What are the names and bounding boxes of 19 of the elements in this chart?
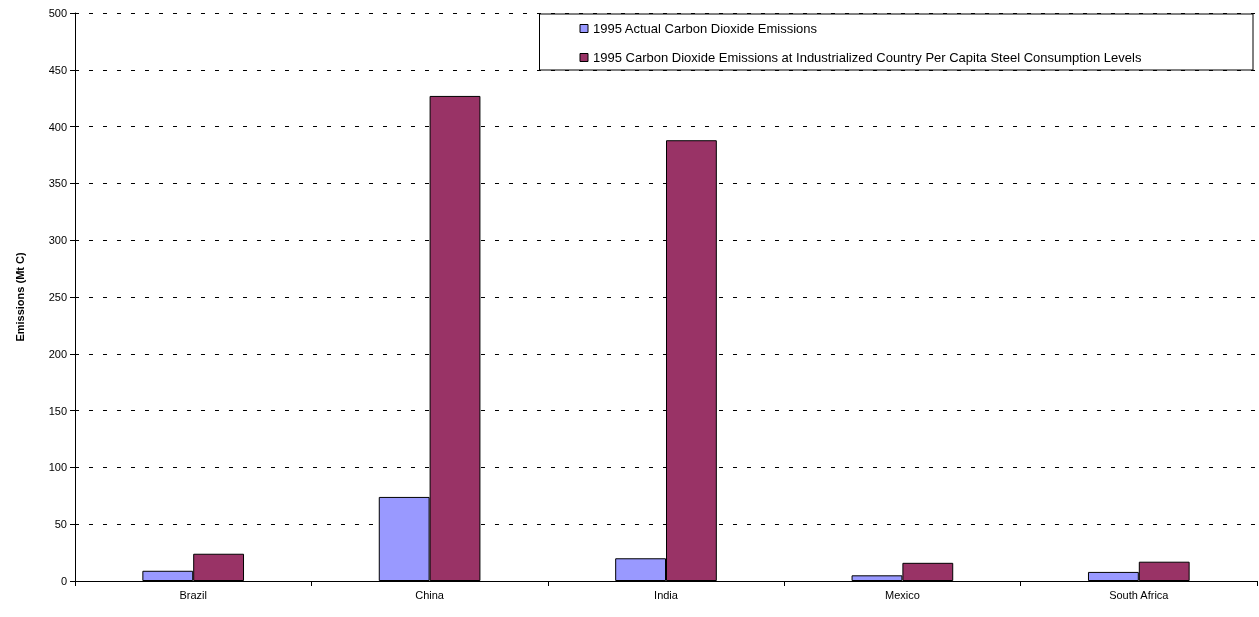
y-tick-label: 350 <box>48 177 67 190</box>
y-tick-label: 150 <box>48 404 67 417</box>
x-tick-label: Mexico <box>884 588 920 601</box>
y-tick-label: 400 <box>48 120 67 133</box>
y-tick-label: 0 <box>60 575 67 587</box>
y-tick-label: 50 <box>54 518 67 531</box>
y-axis-title: Emissions (Mt C) <box>13 252 26 342</box>
y-tick-label: 250 <box>48 291 67 303</box>
y-tick-label: 300 <box>48 234 67 247</box>
y-tick-label: 100 <box>48 461 67 474</box>
x-tick-label: India <box>654 588 679 601</box>
legend-label: 1995 Carbon Dioxide Emissions at Industrialized Country Per Capita Steel Consumption Levels <box>593 50 1142 65</box>
y-tick-label: 500 <box>48 7 67 19</box>
x-tick-label: Brazil <box>179 588 207 601</box>
legend-label: 1995 Actual Carbon Dioxide Emissions <box>593 21 818 36</box>
x-tick-label: South Africa <box>1109 588 1170 601</box>
x-tick-label: China <box>415 588 445 601</box>
y-tick-label: 450 <box>48 63 67 76</box>
y-tick-label: 200 <box>48 347 67 360</box>
